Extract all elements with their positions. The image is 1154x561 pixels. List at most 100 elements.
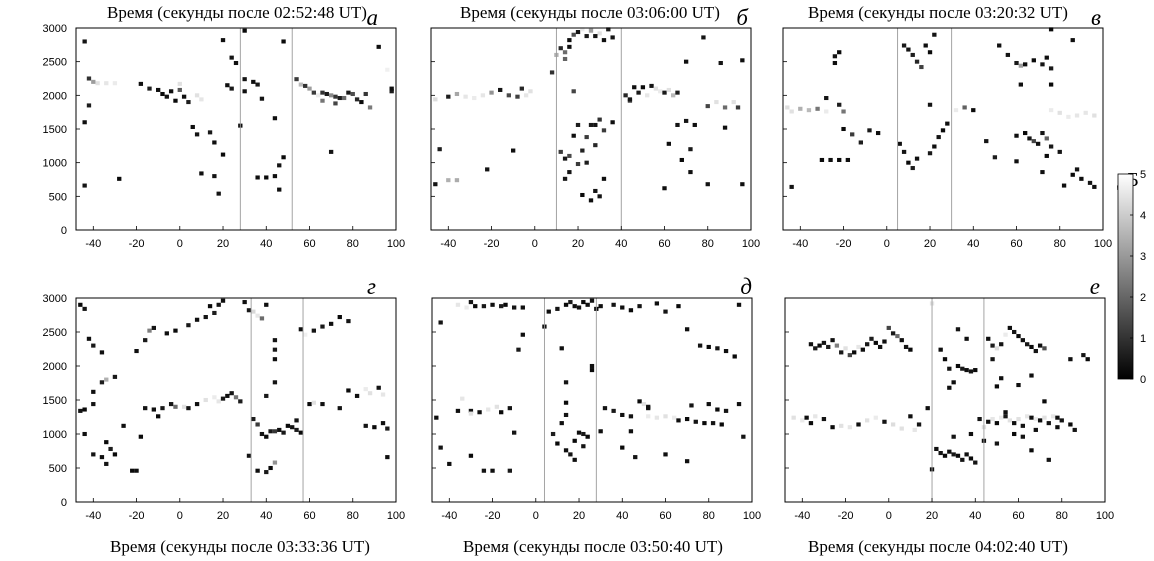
panel-f-cell-75 [1003, 414, 1008, 419]
panel-c-cell-4 [815, 106, 820, 111]
panel-a-cell-27 [220, 152, 226, 157]
panel-c-cell-65 [1018, 82, 1023, 87]
panel-c-cell-23 [906, 47, 911, 52]
panel-d-cell-82 [298, 327, 304, 332]
panel-b-cell-83 [705, 104, 710, 109]
panel-b-cell-9 [515, 94, 520, 99]
panel-d-cell-16 [108, 446, 113, 451]
panel-a-cell-60 [333, 94, 338, 99]
panel-f-cell-108 [994, 441, 1000, 446]
panel-e-cell-47 [563, 448, 569, 453]
panel-b-cell-55 [588, 122, 594, 127]
panel-c-cell-74 [1040, 170, 1045, 175]
panel-d: г -40 -20 0 20 40 60 80 100 0 500 1000 1500 2000 250… [43, 274, 406, 556]
panel-f-cell-8 [843, 346, 848, 351]
panel-d-cell-26 [160, 406, 165, 411]
panel-e-cell-37 [585, 302, 590, 307]
panel-c-title: Время (секунды после 03:20:32 UT) [808, 3, 1068, 22]
panel-a-cell-64 [350, 91, 355, 97]
panel-f-cell-94 [1003, 332, 1008, 337]
panel-e-cell-21 [507, 406, 512, 411]
panel-f-cell-53 [947, 385, 952, 390]
panel-b-cell-90 [740, 58, 745, 63]
panel-e-cells [434, 298, 746, 473]
panel-f-cell-18 [886, 325, 891, 330]
panel-b-cell-40 [575, 122, 581, 127]
panel-c-cell-57 [1027, 136, 1032, 141]
panel-e-cell-66 [646, 414, 651, 419]
panel-c-cell-77 [1087, 180, 1093, 185]
panel-e-cell-0 [455, 302, 461, 307]
panel-c-x-tick-label-5: 60 [1010, 238, 1022, 250]
panel-f-cell-82 [1033, 417, 1038, 422]
panel-e-plot-area [432, 298, 752, 502]
panel-d-cell-73 [290, 425, 295, 430]
panel-b-cell-29 [597, 31, 602, 36]
colorbar-tick-label-0: 0 [1140, 374, 1146, 386]
panel-b-cell-61 [632, 85, 637, 90]
panel-d-cell-31 [194, 402, 200, 407]
panel-f-cell-3 [821, 340, 827, 345]
panel-d-cell-52 [207, 304, 213, 309]
panel-a-cell-66 [359, 100, 364, 105]
panel-c-cell-19 [837, 157, 842, 162]
panel-e-cell-2 [468, 300, 474, 305]
panel-d-cell-7 [91, 389, 96, 394]
panel-c-cell-62 [1048, 144, 1054, 149]
panel-f-cell-63 [964, 452, 969, 457]
panel-b-cell-30 [601, 38, 607, 43]
panel-d-y-tick-label-1: 500 [49, 463, 67, 475]
panel-b-cell-92 [722, 125, 728, 130]
panel-f-cell-14 [869, 336, 874, 341]
panel-b-cell-79 [688, 170, 693, 175]
panel-e-cell-41 [559, 346, 564, 351]
panel-f-cell-121 [1081, 353, 1086, 358]
panel-b-title: Время (секунды после 03:06:00 UT) [460, 3, 720, 22]
panel-d-cell-72 [285, 423, 291, 428]
panel-d-cells [78, 298, 390, 475]
panel-c-letter: в [1091, 5, 1101, 30]
panel-d-cell-55 [251, 309, 256, 314]
panel-e-cell-62 [628, 414, 634, 419]
panel-b-letter: б [736, 5, 749, 30]
panel-f-cell-103 [1042, 346, 1047, 351]
panel-b-cell-54 [580, 148, 585, 153]
panel-e-cell-38 [589, 298, 595, 303]
panel-d-cell-97 [376, 385, 381, 390]
panel-a-cell-19 [181, 94, 187, 99]
panel-e-cell-46 [555, 441, 560, 446]
panel-b-cell-76 [692, 122, 697, 127]
panel-a-cell-10 [138, 81, 144, 86]
panel-f-cell-50 [964, 368, 969, 373]
panel-f-cell-122 [1085, 357, 1090, 362]
panel-a-x-tick-label-6: 80 [347, 238, 359, 250]
panel-d-cell-38 [233, 395, 239, 400]
panel-d-cell-45 [173, 328, 178, 333]
panel-e-cell-3 [473, 304, 478, 309]
panel-a-cell-44 [264, 175, 269, 180]
panel-b-x-tick-label-1: -20 [484, 238, 500, 250]
panel-f-cell-120 [1068, 357, 1073, 362]
panel-b-cell-23 [571, 32, 576, 37]
panel-d-cell-91 [320, 402, 325, 407]
panel-f: е -40 -20 0 20 40 60 80 100 Время (секунды посл… [784, 274, 1114, 556]
panel-f-cell-28 [813, 414, 818, 419]
panel-e-cell-82 [663, 309, 668, 314]
panel-f-cell-45 [942, 357, 948, 362]
panel-a-cell-65 [354, 97, 360, 102]
panel-e-cell-53 [581, 444, 586, 449]
panel-c-cell-34 [914, 156, 920, 161]
panel-c-x-tick-label-6: 80 [1054, 238, 1066, 250]
panel-e-cell-44 [559, 421, 564, 426]
panel-f-cell-41 [925, 406, 930, 411]
panel-e-cell-19 [494, 404, 500, 409]
panel-c-cell-42 [962, 105, 967, 110]
panel-d-cell-49 [212, 310, 217, 315]
panel-b-cell-47 [575, 161, 581, 167]
panel-d-x-tick-label-1: -20 [129, 510, 145, 522]
panel-d-cell-53 [242, 300, 247, 305]
panel-f-cell-76 [1007, 418, 1013, 423]
panel-f-cell-22 [903, 344, 909, 349]
panel-c-cell-12 [875, 131, 881, 136]
panel-c-cell-61 [1044, 136, 1049, 141]
